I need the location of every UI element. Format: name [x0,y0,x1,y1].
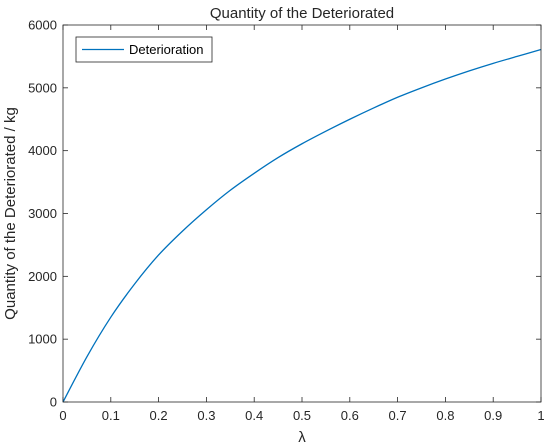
x-tick-label: 0.2 [150,408,168,423]
deterioration-series-line [62,48,542,403]
y-axis-title: Quantity of the Deteriorated / kg [2,107,19,320]
y-tick-label: 4000 [28,143,57,158]
x-tick-label: 0.8 [436,408,454,423]
x-axis-title: λ [298,429,306,446]
x-tick-label: 0.1 [102,408,120,423]
y-tick-label: 3000 [28,206,57,221]
x-tick-label: 0.4 [245,408,263,423]
x-tick-label: 0.5 [293,408,311,423]
x-tick-label: 0.7 [389,408,407,423]
x-tick-label: 0.9 [484,408,502,423]
x-tick-label: 0.6 [341,408,359,423]
plot-area [63,25,541,402]
x-tick-label: 0.3 [197,408,215,423]
y-tick-label: 1000 [28,332,57,347]
x-tick-label: 1 [537,408,544,423]
legend: Deterioration [75,36,213,63]
x-axis-ticks: 0 0.1 0.2 0.3 0.4 0.5 0.6 0.7 0.8 0.9 1 [59,25,545,423]
y-tick-label: 2000 [28,269,57,284]
plot-box [62,24,542,403]
y-tick-label: 0 [50,395,57,410]
x-tick-label: 0 [59,408,66,423]
legend-label-deterioration: Deterioration [129,42,203,57]
chart-title: Quantity of the Deteriorated [210,5,394,22]
y-tick-label: 6000 [28,18,57,33]
y-tick-label: 5000 [28,80,57,95]
y-axis-ticks: 0 1000 2000 3000 4000 5000 6000 [28,18,541,410]
